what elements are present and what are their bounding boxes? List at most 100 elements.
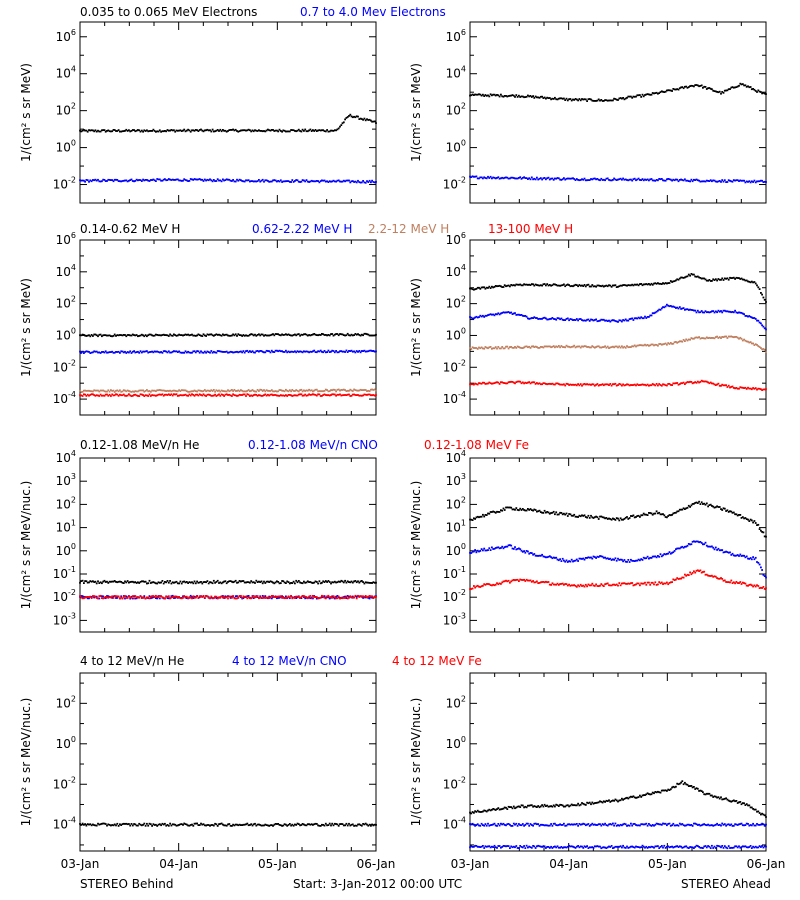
- data-point: [640, 179, 643, 181]
- data-point: [222, 390, 224, 392]
- data-point: [564, 178, 567, 181]
- data-point: [370, 388, 372, 391]
- data-point: [650, 282, 653, 285]
- data-point: [694, 179, 697, 181]
- data-point: [98, 395, 101, 397]
- data-point: [312, 129, 314, 131]
- x-tick-label: 06-Jan: [357, 857, 396, 871]
- data-point: [695, 540, 698, 543]
- data-point: [681, 86, 684, 88]
- data-point: [524, 805, 527, 808]
- data-point: [247, 179, 250, 182]
- data-point: [744, 279, 747, 282]
- data-point: [578, 98, 581, 100]
- data-point: [762, 586, 765, 588]
- data-point: [482, 381, 484, 384]
- data-point: [278, 395, 281, 397]
- data-point: [740, 517, 743, 519]
- data-point: [690, 543, 693, 546]
- data-point: [707, 279, 709, 282]
- data-point: [165, 393, 168, 396]
- data-point: [219, 823, 222, 825]
- data-point: [211, 128, 214, 131]
- data-point: [286, 580, 289, 583]
- data-point: [249, 395, 251, 397]
- data-point: [156, 597, 159, 600]
- data-point: [88, 596, 90, 598]
- data-point: [588, 383, 591, 386]
- data-point: [738, 337, 740, 340]
- data-point: [732, 387, 735, 389]
- data-point: [250, 394, 253, 397]
- data-point: [666, 282, 668, 285]
- data-point: [590, 514, 592, 517]
- data-point: [627, 346, 630, 349]
- data-point: [568, 583, 570, 586]
- data-point: [348, 179, 350, 182]
- data-point: [483, 583, 486, 586]
- data-point: [718, 506, 721, 508]
- data-point: [327, 596, 330, 599]
- data-point: [644, 581, 646, 584]
- data-point: [663, 91, 666, 93]
- data-point: [573, 584, 576, 586]
- data-point: [178, 394, 180, 397]
- data-point: [113, 129, 116, 131]
- data-point: [314, 129, 317, 131]
- data-point: [131, 333, 134, 336]
- data-point: [245, 395, 247, 397]
- data-point: [563, 319, 565, 321]
- data-point: [684, 308, 686, 311]
- data-point: [131, 597, 134, 600]
- data-point: [371, 394, 373, 397]
- data-point: [623, 98, 626, 101]
- data-point: [592, 517, 595, 519]
- data-point: [231, 129, 233, 131]
- data-point: [548, 97, 551, 99]
- data-point: [171, 129, 174, 132]
- data-point: [192, 597, 195, 599]
- data-point: [112, 351, 115, 354]
- data-point: [206, 824, 209, 826]
- data-point: [331, 333, 334, 335]
- data-point: [666, 178, 668, 181]
- data-point: [677, 180, 680, 183]
- data-point: [747, 85, 749, 88]
- data-point: [224, 333, 227, 336]
- data-point: [633, 560, 636, 562]
- data-point: [617, 800, 619, 803]
- data-point: [498, 177, 501, 180]
- data-point: [725, 581, 727, 583]
- data-point: [264, 351, 267, 354]
- data-point: [651, 555, 654, 558]
- data-point: [242, 597, 245, 599]
- data-point: [196, 595, 198, 598]
- data-point: [515, 94, 518, 96]
- data-point: [151, 350, 153, 353]
- data-point: [695, 84, 698, 86]
- data-point: [147, 390, 150, 393]
- y-tick-label: 106: [446, 231, 466, 247]
- data-point: [749, 387, 752, 390]
- data-point: [122, 334, 125, 336]
- data-point: [624, 284, 627, 287]
- data-point: [156, 350, 159, 353]
- data-point: [295, 595, 298, 598]
- data-point: [601, 555, 604, 558]
- data-point: [345, 394, 348, 396]
- data-point: [138, 179, 141, 181]
- data-point: [313, 180, 316, 183]
- data-point: [646, 514, 649, 516]
- data-point: [502, 580, 505, 583]
- data-point: [666, 553, 668, 555]
- data-point: [110, 130, 112, 133]
- data-point: [261, 130, 264, 133]
- data-point: [497, 312, 500, 315]
- data-point: [534, 581, 537, 584]
- data-point: [561, 346, 564, 348]
- data-point: [288, 389, 291, 392]
- data-point: [256, 823, 259, 826]
- data-point: [290, 595, 292, 597]
- data-point: [608, 179, 610, 181]
- data-point: [147, 824, 150, 827]
